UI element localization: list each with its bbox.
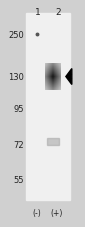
Text: (+): (+) xyxy=(51,208,63,217)
Text: 1: 1 xyxy=(35,8,41,17)
Text: 55: 55 xyxy=(13,175,24,184)
Text: 130: 130 xyxy=(8,73,24,82)
Bar xyxy=(47,139,59,145)
Text: 2: 2 xyxy=(55,8,61,17)
Bar xyxy=(26,14,70,200)
Polygon shape xyxy=(66,69,72,85)
Text: 72: 72 xyxy=(13,141,24,150)
Text: 250: 250 xyxy=(8,31,24,40)
Text: (-): (-) xyxy=(33,208,41,217)
Text: 95: 95 xyxy=(13,104,24,114)
